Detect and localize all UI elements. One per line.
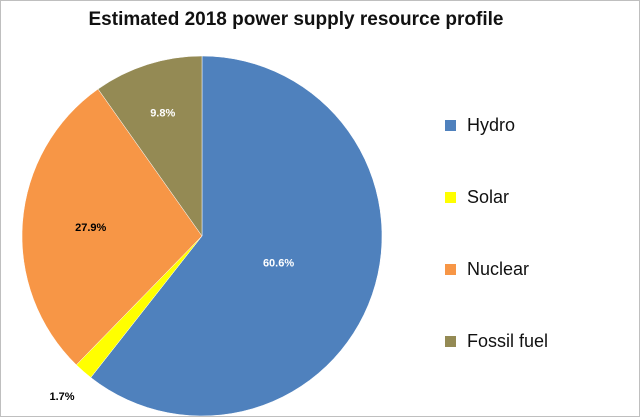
legend-swatch <box>445 263 456 275</box>
legend-item-hydro: Hydro <box>445 113 515 137</box>
pie-slice-nuclear <box>21 88 203 366</box>
pie-labels: 60.6% 1.7% 27.9% 9.8% <box>49 107 294 402</box>
pie-slices <box>21 55 383 416</box>
data-label-fossil-fuel: 9.8% <box>150 107 175 119</box>
legend-item-nuclear: Nuclear <box>445 257 529 281</box>
legend-item-fossil-fuel: Fossil fuel <box>445 329 548 353</box>
pie-slice-hydro <box>90 55 383 416</box>
legend-label: Solar <box>467 186 510 207</box>
data-label-nuclear: 27.9% <box>75 222 106 234</box>
legend-item-solar: Solar <box>445 185 509 209</box>
chart-title: Estimated 2018 power supply resource pro… <box>88 9 504 30</box>
legend-swatch <box>445 119 456 131</box>
legend-swatch <box>445 191 456 203</box>
legend-label: Fossil fuel <box>467 330 549 351</box>
data-label-solar: 1.7% <box>49 391 74 403</box>
legend-label: Hydro <box>467 114 516 135</box>
data-label-hydro: 60.6% <box>263 257 294 269</box>
pie-slice-fossil-fuel <box>97 55 203 237</box>
legend-swatch <box>445 335 456 347</box>
legend-label: Nuclear <box>467 258 530 279</box>
